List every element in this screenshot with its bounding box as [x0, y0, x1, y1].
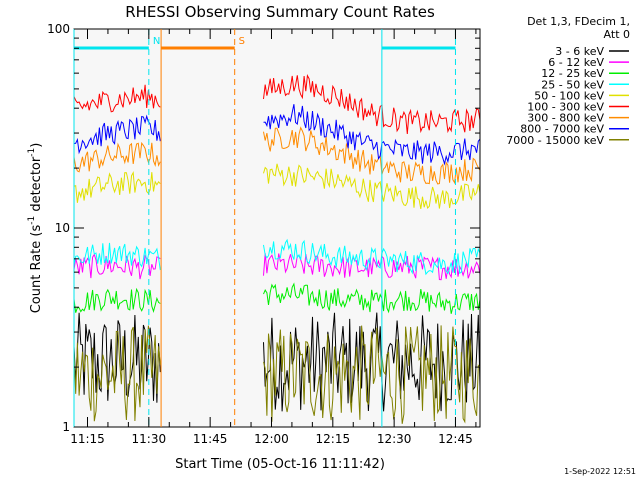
y-axis-label: Count Rate (s-1 detector-1): [27, 143, 44, 314]
x-tick-label: 11:30: [132, 432, 167, 446]
legend-entry-label: 6 - 12 keV: [548, 56, 604, 69]
generation-timestamp: 1-Sep-2022 12:51: [564, 467, 636, 476]
series-line: [73, 73, 481, 134]
y-tick-label: 10: [55, 221, 70, 235]
series-line: [73, 325, 481, 424]
y-label-tail-sup: -1: [27, 148, 37, 157]
legend-entry-label: 50 - 100 keV: [534, 89, 604, 102]
x-tick-label: 12:30: [377, 432, 412, 446]
x-tick-label: 12:45: [438, 432, 473, 446]
legend-header-line2: Att 0: [604, 28, 630, 41]
chart-title: RHESSI Observing Summary Count Rates: [125, 3, 435, 21]
legend-entry-label: 800 - 7000 keV: [520, 123, 604, 136]
y-label-close: ): [29, 143, 44, 148]
legend-entry-label: 7000 - 15000 keV: [506, 134, 604, 147]
legend-entry-label: 100 - 300 keV: [527, 101, 604, 114]
y-tick-label: 1: [62, 420, 70, 434]
series-line: [73, 104, 481, 166]
x-tick-label: 11:45: [193, 432, 228, 446]
legend-entry-label: 12 - 25 keV: [541, 67, 604, 80]
x-tick-label: 12:00: [254, 432, 289, 446]
x-tick-label: 11:15: [70, 432, 105, 446]
annotation-label: N: [153, 36, 160, 47]
legend-header-line1: Det 1,3, FDecim 1,: [527, 15, 630, 28]
y-tick-label: 100: [47, 22, 70, 36]
legend-entry-label: 25 - 50 keV: [541, 78, 604, 91]
legend-entry-label: 3 - 6 keV: [555, 45, 604, 58]
series-line: [73, 163, 481, 209]
series-line: [73, 282, 481, 314]
y-label-sup: -1: [27, 216, 37, 225]
series-line: [73, 126, 481, 185]
y-label-main: Count Rate (s: [29, 225, 44, 314]
y-label-tail: detector: [29, 156, 44, 216]
legend-entry-label: 300 - 800 keV: [527, 112, 604, 125]
x-axis-label: Start Time (05-Oct-16 11:11:42): [175, 457, 385, 472]
series-line: [73, 238, 481, 276]
x-tick-label: 12:15: [316, 432, 351, 446]
annotation-label: S: [239, 36, 245, 47]
